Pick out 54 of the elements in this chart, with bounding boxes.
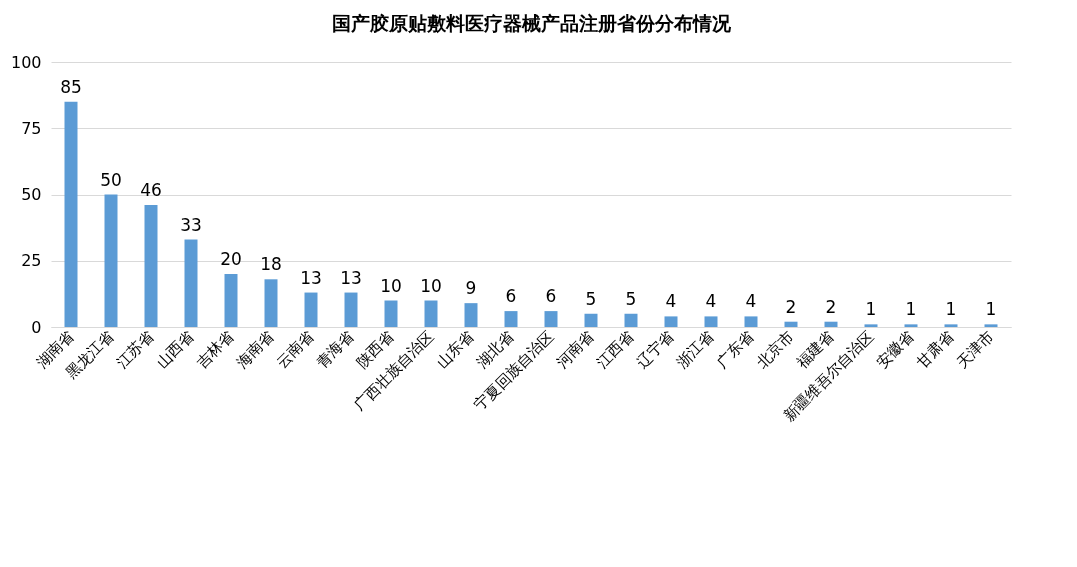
bar: [504, 311, 518, 327]
data-label: 46: [140, 180, 162, 201]
bar: [344, 292, 358, 327]
bar: [264, 279, 278, 327]
bar: [664, 316, 678, 327]
bar: [184, 239, 198, 327]
data-label: 9: [465, 278, 477, 299]
data-label: 1: [985, 299, 997, 320]
bar: [224, 274, 238, 327]
data-label: 18: [260, 254, 282, 275]
bar: [384, 300, 398, 327]
data-label: 5: [625, 288, 637, 309]
y-tick-label: 75: [21, 118, 42, 138]
data-label: 13: [300, 267, 322, 288]
bar: [104, 194, 118, 327]
bar: [544, 311, 558, 327]
data-label: 2: [785, 296, 797, 317]
bar: [944, 324, 958, 327]
bar: [424, 300, 438, 327]
data-label: 85: [60, 76, 82, 97]
data-label: 1: [945, 299, 957, 320]
bar: [464, 303, 478, 327]
data-label: 2: [825, 296, 837, 317]
bar: [64, 101, 78, 327]
bar: [584, 313, 598, 327]
bar: [744, 316, 758, 327]
y-tick-label: 0: [31, 317, 42, 337]
bar: [304, 292, 318, 327]
bar: [904, 324, 918, 327]
data-label: 4: [705, 291, 717, 312]
data-label: 13: [340, 267, 362, 288]
y-tick-label: 25: [21, 251, 42, 271]
data-label: 6: [545, 286, 557, 307]
data-label: 6: [505, 286, 517, 307]
chart-title: 国产胶原贴敷料医疗器械产品注册省份分布情况: [331, 12, 732, 34]
data-label: 4: [745, 291, 757, 312]
bar: [784, 321, 798, 327]
data-label: 10: [420, 275, 442, 296]
data-label: 50: [100, 169, 122, 190]
data-label: 20: [220, 249, 242, 269]
data-label: 4: [665, 291, 677, 312]
bar: [144, 205, 158, 327]
bar: [704, 316, 718, 327]
y-tick-label: 100: [10, 52, 42, 72]
bar: [864, 324, 878, 327]
data-label: 1: [905, 299, 917, 320]
data-label: 33: [180, 214, 202, 235]
y-tick-label: 50: [21, 185, 42, 204]
data-label: 10: [380, 275, 402, 296]
data-label: 5: [585, 288, 597, 309]
data-label: 1: [865, 299, 877, 320]
bar: [984, 324, 998, 327]
bar: [624, 313, 638, 327]
bar: [824, 321, 838, 327]
